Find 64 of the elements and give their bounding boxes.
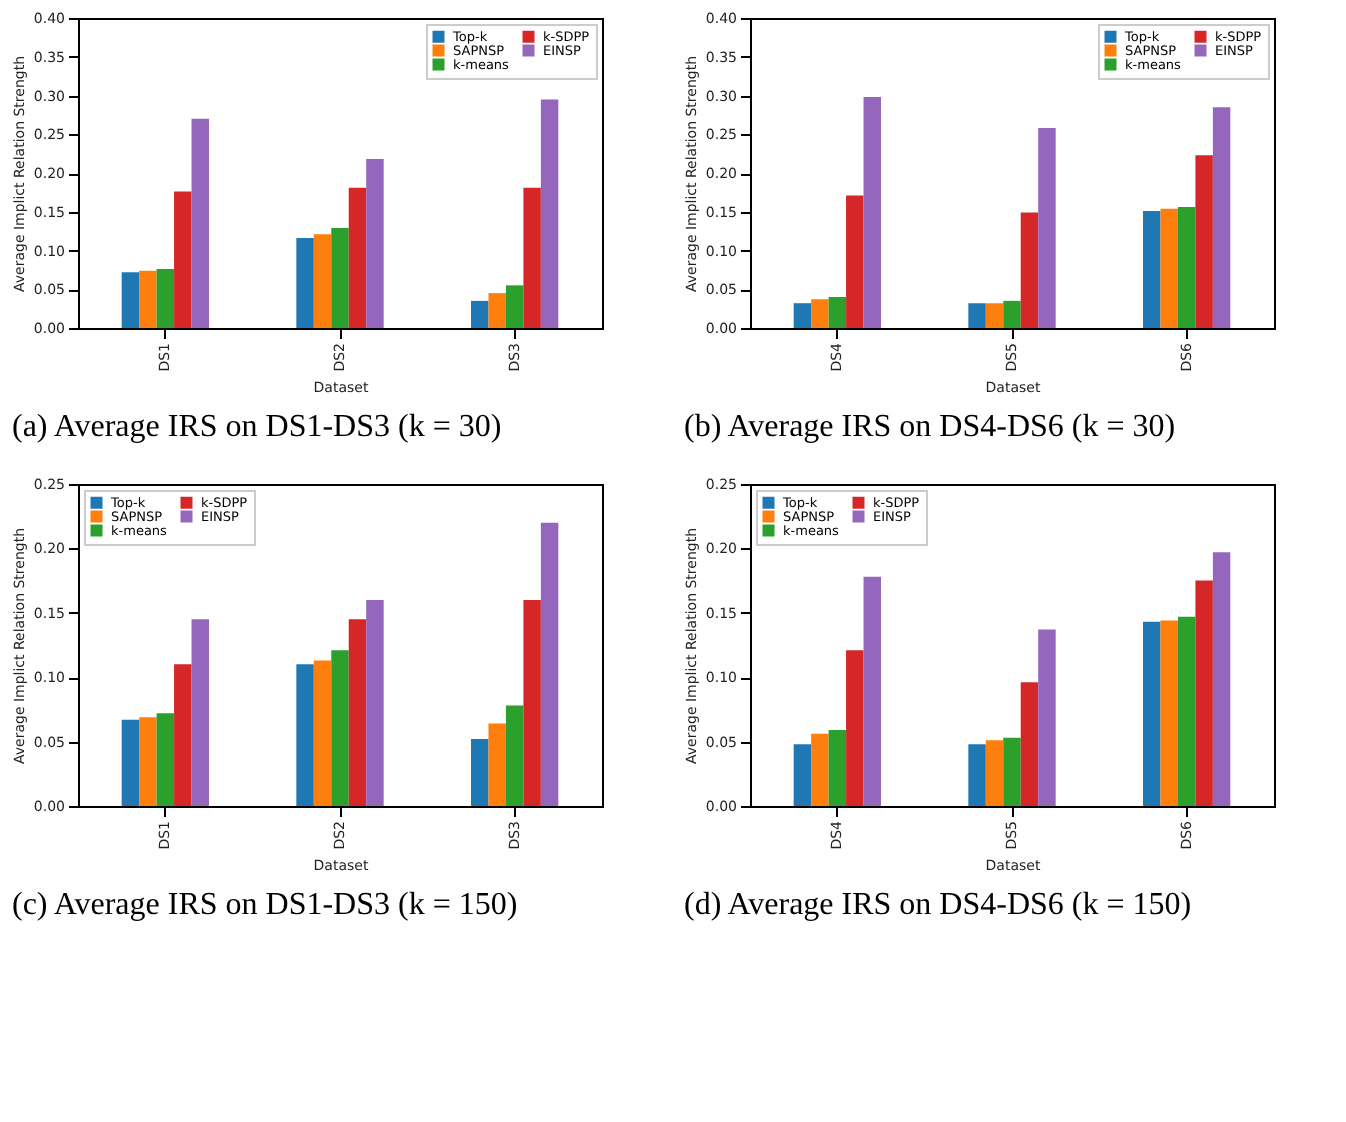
bar [366, 159, 384, 328]
bar [156, 713, 175, 806]
bar [863, 97, 881, 328]
text: (c) Average IRS on DS1-DS3 (k = 150) [10, 886, 520, 926]
bar [471, 300, 489, 328]
bar [540, 99, 559, 328]
bar [846, 195, 864, 328]
bar [1177, 207, 1196, 328]
bar [811, 733, 829, 806]
bar [1195, 580, 1213, 806]
bar [985, 740, 1004, 806]
bar [540, 522, 559, 806]
bar [348, 619, 367, 806]
bar [121, 719, 140, 806]
bar [1020, 212, 1039, 328]
bar [313, 660, 332, 806]
bar [331, 650, 349, 806]
bar [1160, 208, 1178, 328]
bar [191, 118, 209, 328]
bar [366, 599, 384, 806]
bar [121, 272, 140, 328]
text: (a) Average IRS on DS1-DS3 (k = 30) [10, 408, 504, 448]
bar [1160, 620, 1178, 806]
bar [174, 191, 192, 328]
bar [1212, 552, 1231, 806]
bar [191, 619, 209, 806]
bar [488, 723, 506, 806]
bar [1143, 621, 1161, 806]
bar [139, 717, 157, 806]
bar [1003, 737, 1021, 806]
bar [488, 293, 506, 328]
bar [471, 739, 489, 806]
bar [174, 664, 192, 806]
bar [505, 705, 524, 806]
bar [523, 599, 541, 806]
bar [811, 299, 829, 328]
bar [846, 650, 864, 806]
bar [1212, 107, 1231, 328]
bar [793, 744, 812, 806]
bar [348, 187, 367, 328]
bar [296, 238, 314, 328]
bar [139, 270, 157, 328]
bar [828, 730, 847, 806]
bar [1038, 629, 1056, 806]
bar [863, 576, 881, 806]
bar [523, 187, 541, 328]
bar [985, 303, 1004, 328]
bar [828, 297, 847, 328]
bar [156, 269, 175, 328]
bar [1195, 155, 1213, 328]
bar [793, 303, 812, 328]
bar [968, 303, 986, 328]
bar [1003, 300, 1021, 328]
bar [1143, 210, 1161, 328]
bar [1020, 682, 1039, 806]
bar [313, 234, 332, 328]
bar [505, 285, 524, 328]
bar [1038, 128, 1056, 328]
text: (d) Average IRS on DS4-DS6 (k = 150) [682, 886, 1194, 926]
text: (b) Average IRS on DS4-DS6 (k = 30) [682, 408, 1178, 448]
bar [1177, 616, 1196, 806]
bar [331, 228, 349, 328]
bar [296, 664, 314, 806]
bar [968, 744, 986, 806]
